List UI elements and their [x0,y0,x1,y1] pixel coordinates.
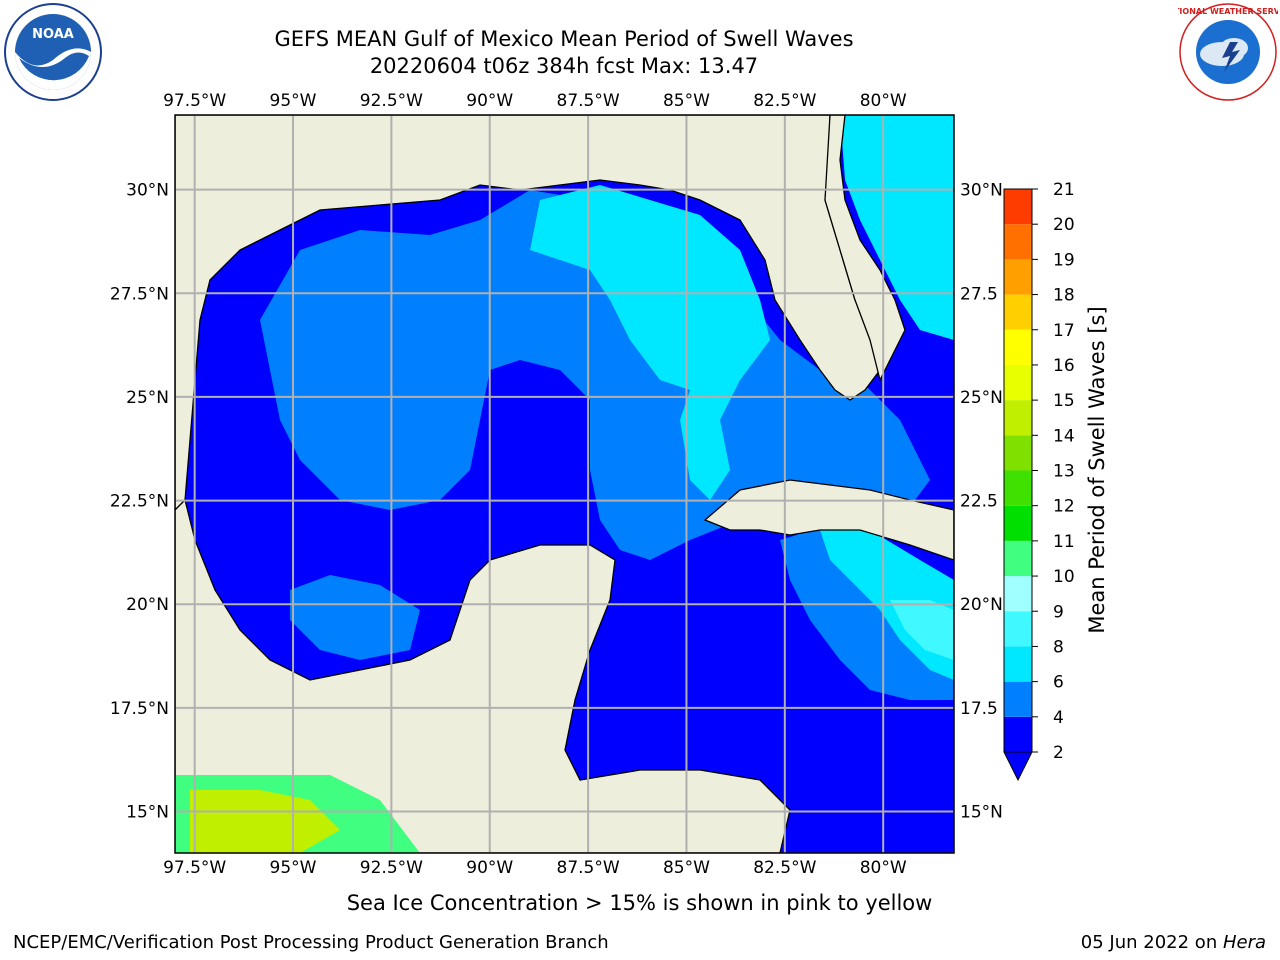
lat-tick-left: 30°N [126,181,169,201]
lat-tick-right: 17.5 [960,699,998,719]
lat-tick-right: 15°N [960,803,1003,823]
colorbar-tick-label: 20 [1053,215,1075,235]
swell-band-8-9 [890,600,954,660]
colorbar-extend-triangle [1003,751,1033,782]
colorbar-segment [1004,329,1032,365]
lon-tick-bottom: 95°W [270,858,317,878]
lon-tick-bottom: 97.5°W [163,858,226,878]
colorbar-segment [1004,505,1032,541]
lat-tick-left: 27.5°N [110,284,169,304]
colorbar-segment [1004,716,1032,752]
lon-tick-bottom: 92.5°W [360,858,423,878]
lon-tick-top: 80°W [860,91,907,111]
lat-tick-right: 25°N [960,388,1003,408]
swell-band-6-8-florida [840,115,954,340]
land-florida-east [824,115,906,382]
lon-tick-bottom: 85°W [663,858,710,878]
lon-tick-bottom: 82.5°W [753,858,816,878]
map-frame [174,114,955,854]
swell-band-4-6 [260,190,930,560]
colorbar-segment [1004,400,1032,436]
colorbar-tick-label: 6 [1053,673,1064,693]
pacific-swell-patch-high [190,790,340,853]
gridlines [175,115,954,853]
swell-band-4-6-west [290,575,420,660]
lat-tick-left: 17.5°N [110,699,169,719]
colorbar-tick-label: 10 [1053,567,1075,587]
lon-tick-top: 92.5°W [360,91,423,111]
lon-tick-top: 90°W [466,91,513,111]
colorbar-tick-label: 4 [1053,708,1064,728]
colorbar-tick-label: 19 [1053,250,1075,270]
land-mexico [175,498,791,853]
colorbar-tick-label: 14 [1053,426,1075,446]
colorbar-segment [1004,681,1032,717]
lon-tick-top: 87.5°W [557,91,620,111]
colorbar-tick-label: 11 [1053,532,1075,552]
colorbar-segment [1004,576,1032,612]
colorbar-segment [1004,646,1032,682]
ice-note: Sea Ice Concentration > 15% is shown in … [346,891,933,915]
colorbar-segment [1004,294,1032,330]
lon-tick-bottom: 87.5°W [557,858,620,878]
colorbar-tick-label: 18 [1053,286,1075,306]
nws-logo-text: NATIONAL WEATHER SERVICE [1178,7,1278,16]
colorbar-segment [1004,435,1032,471]
lat-tick-right: 22.5 [960,492,998,512]
swell-band-6-8 [530,185,770,500]
footer-date: 05 Jun 2022 on Hera [1081,932,1266,953]
lon-tick-bottom: 90°W [466,858,513,878]
colorbar-segment [1004,259,1032,295]
colorbar-tick-label: 2 [1053,743,1064,763]
lat-tick-left: 20°N [126,595,169,615]
lat-tick-right: 27.5 [960,284,998,304]
chart-title: GEFS MEAN Gulf of Mexico Mean Period of … [274,27,854,51]
colorbar-tick-label: 8 [1053,637,1064,657]
colorbar-tick-label: 13 [1053,462,1075,482]
lat-tick-left: 22.5°N [110,492,169,512]
colorbar-tick-label: 17 [1053,321,1075,341]
lat-tick-right: 30°N [960,181,1003,201]
colorbar-tick-label: 16 [1053,356,1075,376]
lat-tick-left: 25°N [126,388,169,408]
colorbar-tick-label: 21 [1053,180,1075,200]
colorbar-segment [1004,540,1032,577]
colorbar-segment [1004,224,1032,260]
lat-tick-right: 20°N [960,595,1003,615]
lon-tick-top: 95°W [270,91,317,111]
colorbar-segment [1004,364,1032,401]
noaa-logo: NOAA [4,3,102,101]
footer-host: Hera [1222,932,1266,953]
footer-branch: NCEP/EMC/Verification Post Processing Pr… [13,932,609,953]
lon-tick-top: 82.5°W [753,91,816,111]
colorbar-label: Mean Period of Swell Waves [s] [1085,306,1109,633]
colorbar-tick-label: 12 [1053,497,1075,517]
footer-date-text: 05 Jun 2022 on [1080,932,1223,953]
colorbar-segment [1004,189,1032,225]
lon-tick-bottom: 80°W [860,858,907,878]
chart-subtitle: 20220604 t06z 384h fcst Max: 13.47 [369,54,759,78]
colorbar-segment [1004,470,1032,506]
colorbar-tick-label: 9 [1053,602,1064,622]
lat-tick-left: 15°N [126,803,169,823]
lon-tick-top: 97.5°W [163,91,226,111]
nws-logo: NATIONAL WEATHER SERVICE [1178,3,1278,101]
colorbar-tick-label: 15 [1053,391,1075,411]
colorbar-segment [1004,611,1032,647]
lon-tick-top: 85°W [663,91,710,111]
noaa-logo-text: NOAA [32,27,74,42]
